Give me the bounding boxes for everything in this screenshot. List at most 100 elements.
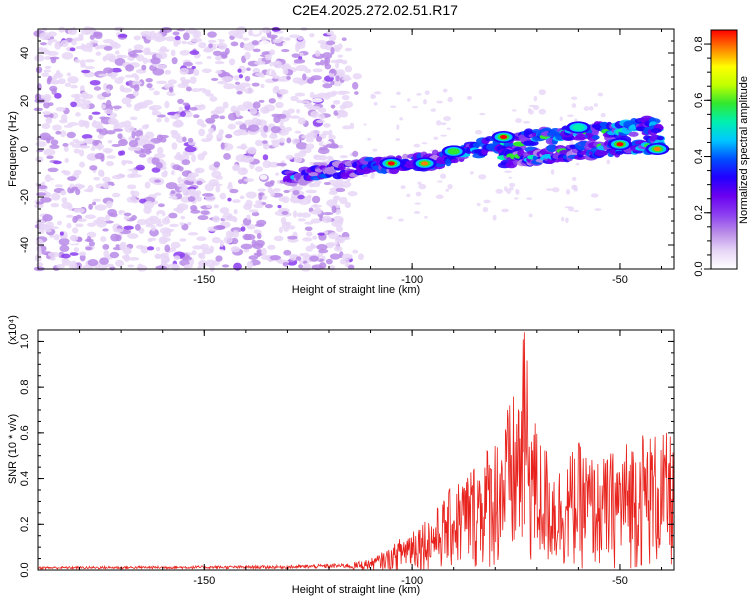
- heatmap-cell: [310, 242, 315, 249]
- heatmap-cell: [78, 161, 86, 168]
- heatmap-cell: [155, 246, 161, 252]
- heatmap-cell: [58, 26, 66, 33]
- heatmap-cell: [229, 188, 239, 194]
- heatmap-cell: [163, 170, 168, 176]
- heatmap-cell: [196, 236, 207, 241]
- heatmap-cell: [395, 138, 401, 141]
- heatmap-cell: [140, 30, 153, 37]
- heatmap-cell: [84, 59, 96, 63]
- heatmap-cell: [190, 209, 201, 214]
- heatmap-cell: [53, 234, 60, 241]
- heatmap-cell: [246, 146, 257, 155]
- heatmap-cell: [102, 56, 107, 62]
- heatmap-cell: [298, 264, 304, 269]
- x-tick-label: -100: [401, 274, 423, 286]
- heatmap-cell: [253, 203, 264, 209]
- heatmap-cell: [221, 264, 230, 268]
- heatmap-cell: [173, 113, 180, 120]
- heatmap-cell: [509, 182, 516, 188]
- heatmap-cell: [189, 76, 197, 84]
- heatmap-cell: [195, 61, 203, 65]
- heatmap-cell: [156, 117, 162, 123]
- heatmap-cell: [149, 228, 159, 237]
- heatmap-cell: [219, 115, 226, 120]
- heatmap-cell: [145, 77, 153, 83]
- heatmap-cell: [89, 40, 99, 44]
- heatmap-cell: [127, 264, 135, 268]
- heatmap-cell: [240, 243, 253, 250]
- heatmap-cell: [308, 172, 320, 177]
- heatmap-cell: [396, 91, 401, 96]
- heatmap-cell: [308, 182, 315, 188]
- heatmap-cell: [66, 214, 74, 218]
- heatmap-cell: [145, 47, 151, 55]
- heatmap-cell: [294, 130, 302, 134]
- heatmap-cell: [256, 232, 262, 239]
- heatmap-cell: [208, 127, 215, 134]
- heatmap-cell: [179, 67, 189, 75]
- heatmap-cell: [153, 32, 163, 40]
- heatmap-cell: [293, 156, 303, 163]
- heatmap-cell: [46, 77, 52, 85]
- heatmap-cell: [222, 101, 229, 109]
- heatmap-cell: [149, 215, 159, 222]
- heatmap-cell: [615, 150, 624, 155]
- heatmap-cell: [218, 42, 228, 50]
- heatmap-cell: [413, 210, 421, 215]
- x-tick-label: -150: [193, 575, 215, 587]
- heatmap-cell: [165, 36, 176, 42]
- heatmap-cell: [337, 90, 347, 96]
- heatmap-cell: [261, 195, 268, 200]
- heatmap-cell: [341, 37, 347, 41]
- heatmap-cell: [277, 113, 287, 119]
- heatmap-cell: [565, 86, 574, 92]
- heatmap-cell: [129, 116, 138, 121]
- heatmap-cell: [470, 171, 474, 175]
- heatmap-cell: [334, 46, 341, 53]
- heatmap-cell: [128, 140, 139, 148]
- heatmap-cell: [322, 83, 333, 89]
- heatmap-cell: [51, 88, 57, 95]
- heatmap-cell: [240, 143, 247, 150]
- heatmap-cell: [201, 151, 208, 156]
- heatmap-cell: [214, 61, 225, 65]
- heatmap-cell: [495, 188, 504, 194]
- heatmap-cell: [215, 55, 222, 61]
- heatmap-cell: [298, 198, 311, 205]
- heatmap-cell: [164, 100, 170, 109]
- heatmap-cell: [322, 52, 333, 60]
- heatmap-cell: [573, 187, 579, 192]
- heatmap-cell: [323, 181, 331, 186]
- heatmap-cell: [312, 68, 323, 73]
- heatmap-cell: [292, 77, 303, 84]
- heatmap-cell: [300, 212, 311, 218]
- heatmap-cell: [73, 169, 82, 176]
- heatmap-cell: [593, 103, 598, 107]
- heatmap-cell: [127, 233, 139, 239]
- heatmap-cell: [61, 197, 68, 203]
- heatmap-cell: [338, 144, 344, 149]
- snr-y-axis-label: SNR (10 * v/v): [7, 414, 19, 484]
- heatmap-cell: [323, 123, 331, 128]
- heatmap-cell: [120, 87, 133, 93]
- heatmap-cell: [230, 41, 239, 47]
- heatmap-cell: [126, 196, 137, 203]
- heatmap-cell: [171, 132, 181, 139]
- heatmap-cell: [483, 199, 491, 204]
- heatmap-cell: [450, 158, 459, 164]
- heatmap-cell: [156, 80, 168, 85]
- heatmap-cell: [370, 175, 375, 179]
- heatmap-cell: [102, 181, 109, 189]
- heatmap-cell: [588, 105, 594, 111]
- heatmap-cell: [571, 185, 578, 188]
- heatmap-cell: [37, 185, 48, 190]
- heatmap-cell: [202, 48, 214, 53]
- heatmap-cell: [227, 123, 236, 130]
- heatmap-cell: [199, 252, 206, 260]
- heatmap-cell: [311, 195, 321, 204]
- heatmap-cell: [157, 213, 163, 220]
- heatmap-cell: [233, 164, 239, 169]
- heatmap-cell: [251, 211, 260, 217]
- heatmap-cell: [445, 158, 452, 167]
- heatmap-cell: [105, 99, 112, 108]
